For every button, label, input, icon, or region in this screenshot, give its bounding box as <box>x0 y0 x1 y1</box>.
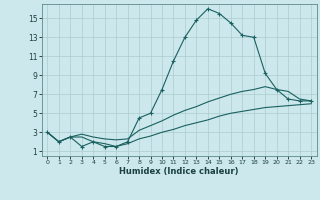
X-axis label: Humidex (Indice chaleur): Humidex (Indice chaleur) <box>119 167 239 176</box>
